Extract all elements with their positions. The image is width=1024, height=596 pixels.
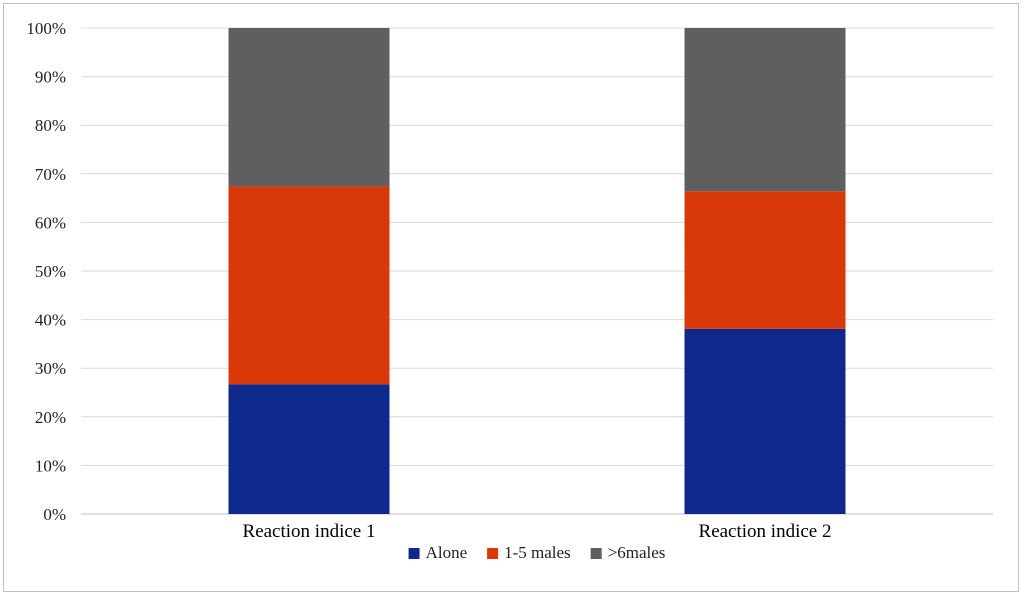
bar-segment [684, 28, 846, 192]
legend-swatch [590, 548, 602, 559]
y-tick-label: 90% [35, 68, 66, 87]
legend-label: >6males [608, 543, 666, 562]
y-tick-label: 80% [35, 116, 66, 135]
x-category-label: Reaction indice 2 [699, 521, 832, 542]
y-tick-label: 30% [35, 359, 66, 378]
legend-swatch [408, 548, 420, 559]
y-tick-label: 10% [35, 456, 66, 475]
y-tick-label: 100% [26, 19, 66, 38]
y-tick-label: 0% [43, 505, 66, 524]
legend-label: 1-5 males [504, 543, 571, 562]
legend-swatch [487, 548, 499, 559]
x-category-label: Reaction indice 1 [243, 521, 376, 542]
bar-segment [228, 186, 390, 385]
y-tick-label: 40% [35, 311, 66, 330]
bar-segment [228, 384, 390, 514]
y-tick-label: 20% [35, 408, 66, 427]
bar-segment [228, 28, 390, 187]
y-tick-label: 70% [35, 165, 66, 184]
chart-frame [3, 3, 1019, 592]
y-tick-label: 60% [35, 213, 66, 232]
y-tick-label: 50% [35, 262, 66, 281]
bar-segment [684, 328, 846, 514]
legend-label: Alone [426, 543, 468, 562]
bar-segment [684, 191, 846, 329]
